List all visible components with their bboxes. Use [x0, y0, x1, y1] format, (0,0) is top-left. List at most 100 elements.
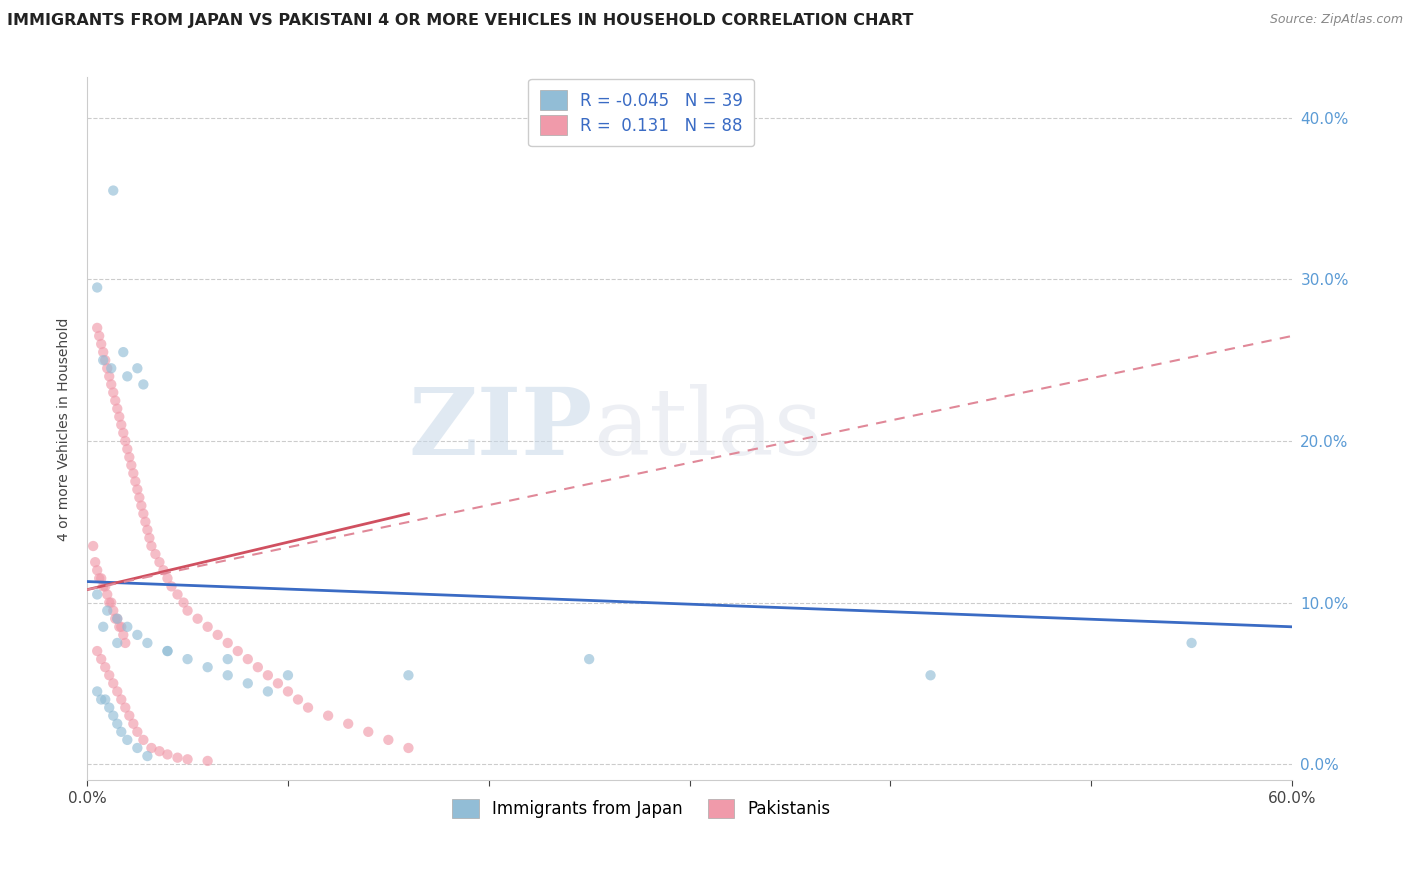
Legend: Immigrants from Japan, Pakistanis: Immigrants from Japan, Pakistanis [446, 792, 838, 825]
Point [217, 652, 239, 666]
Point [86, 587, 108, 601]
Point [236, 676, 259, 690]
Point [377, 732, 399, 747]
Point [176, 604, 198, 618]
Point [89, 329, 111, 343]
Point [105, 716, 128, 731]
Point [90, 692, 112, 706]
Point [173, 596, 195, 610]
Point [118, 450, 141, 464]
Text: IMMIGRANTS FROM JAPAN VS PAKISTANI 4 OR MORE VEHICLES IN HOUSEHOLD CORRELATION C: IMMIGRANTS FROM JAPAN VS PAKISTANI 4 OR … [7, 13, 914, 29]
Point [277, 684, 299, 698]
Point [156, 571, 179, 585]
Point [96, 587, 118, 601]
Point [103, 708, 125, 723]
Point [90, 571, 112, 585]
Point [197, 754, 219, 768]
Point [145, 547, 167, 561]
Point [337, 716, 360, 731]
Point [132, 507, 155, 521]
Point [103, 184, 125, 198]
Point [131, 499, 153, 513]
Point [316, 708, 339, 723]
Point [86, 563, 108, 577]
Point [100, 361, 122, 376]
Point [176, 752, 198, 766]
Y-axis label: 4 or more Vehicles in Household: 4 or more Vehicles in Household [58, 318, 72, 541]
Point [197, 660, 219, 674]
Point [98, 369, 121, 384]
Point [86, 321, 108, 335]
Point [160, 579, 183, 593]
Point [176, 652, 198, 666]
Point [132, 732, 155, 747]
Point [197, 620, 219, 634]
Point [120, 458, 142, 473]
Point [246, 660, 269, 674]
Text: Source: ZipAtlas.com: Source: ZipAtlas.com [1270, 13, 1403, 27]
Point [98, 700, 121, 714]
Point [90, 337, 112, 351]
Point [117, 369, 139, 384]
Point [134, 515, 156, 529]
Point [117, 442, 139, 456]
Point [103, 676, 125, 690]
Point [110, 417, 132, 432]
Point [127, 724, 149, 739]
Point [112, 628, 135, 642]
Point [578, 652, 600, 666]
Point [187, 612, 209, 626]
Point [127, 483, 149, 497]
Point [127, 628, 149, 642]
Point [141, 741, 163, 756]
Point [236, 652, 259, 666]
Point [86, 684, 108, 698]
Point [89, 571, 111, 585]
Point [156, 644, 179, 658]
Point [90, 652, 112, 666]
Point [127, 741, 149, 756]
Point [114, 700, 136, 714]
Point [136, 749, 159, 764]
Point [122, 467, 145, 481]
Point [207, 628, 229, 642]
Point [86, 280, 108, 294]
Point [152, 563, 174, 577]
Point [112, 345, 135, 359]
Point [105, 612, 128, 626]
Point [105, 684, 128, 698]
Point [128, 491, 150, 505]
Point [297, 700, 319, 714]
Point [117, 620, 139, 634]
Point [105, 636, 128, 650]
Point [148, 744, 170, 758]
Point [110, 724, 132, 739]
Point [91, 579, 114, 593]
Point [124, 475, 146, 489]
Point [226, 644, 249, 658]
Text: atlas: atlas [593, 384, 823, 474]
Point [91, 620, 114, 634]
Point [96, 604, 118, 618]
Point [103, 385, 125, 400]
Point [91, 353, 114, 368]
Point [277, 668, 299, 682]
Point [136, 636, 159, 650]
Point [132, 377, 155, 392]
Point [110, 620, 132, 634]
Point [94, 692, 117, 706]
Point [108, 620, 131, 634]
Point [166, 587, 188, 601]
Point [117, 732, 139, 747]
Point [357, 724, 380, 739]
Point [94, 579, 117, 593]
Point [91, 345, 114, 359]
Point [110, 692, 132, 706]
Point [114, 434, 136, 448]
Point [112, 425, 135, 440]
Point [82, 539, 104, 553]
Point [122, 716, 145, 731]
Point [136, 523, 159, 537]
Point [104, 393, 127, 408]
Point [104, 612, 127, 626]
